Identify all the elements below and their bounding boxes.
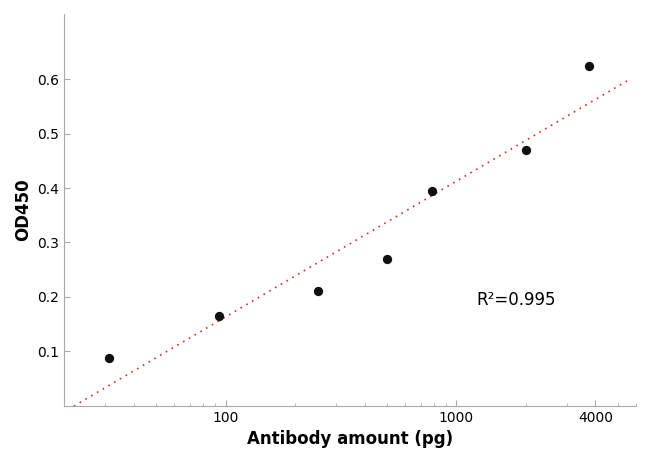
Point: [584, 62, 594, 69]
Point: [214, 312, 224, 320]
Point: [312, 288, 322, 295]
X-axis label: Antibody amount (pg): Antibody amount (pg): [247, 430, 453, 448]
Point: [426, 187, 437, 195]
Y-axis label: OD450: OD450: [14, 178, 32, 241]
Point: [382, 255, 392, 262]
Point: [104, 354, 114, 361]
Text: R²=0.995: R²=0.995: [476, 291, 556, 309]
Point: [521, 146, 531, 154]
